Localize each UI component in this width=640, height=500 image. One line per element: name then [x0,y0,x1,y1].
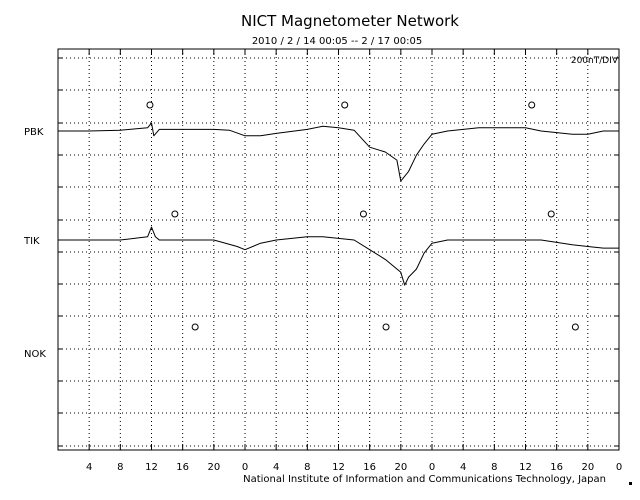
x-tick-label: 16 [363,462,376,473]
x-tick-label: 0 [429,462,435,473]
scale-label: 200nT/DIV [571,56,619,66]
x-tick-label: 20 [394,462,407,473]
station-label-pbk: PBK [24,127,44,138]
x-tick-label: 4 [273,462,279,473]
grid [58,49,619,450]
chart-title: NICT Magnetometer Network [241,12,459,30]
noon-marker [341,101,349,109]
x-tick-labels: 4 8 12 16 20 0 4 8 12 16 20 0 4 8 12 16 20 0 [86,462,622,473]
x-tick-label: 20 [581,462,594,473]
x-tick-label: 8 [304,462,310,473]
x-tick-label: 12 [145,462,158,473]
x-tick-label: 12 [519,462,532,473]
x-tick-label: 16 [176,462,189,473]
station-label-tik: TIK [23,236,40,247]
chart-subtitle: 2010 / 2 / 14 00:05 -- 2 / 17 00:05 [252,36,422,47]
series-line-tik [58,226,619,286]
noon-marker [382,323,390,331]
noon-marker [191,323,199,331]
x-tick-label: 0 [242,462,248,473]
noon-marker [528,101,536,109]
series-lines [58,122,619,286]
footer-credit: National Institute of Information and Co… [243,474,606,485]
x-tick-label: 4 [460,462,466,473]
noon-marker [146,101,154,109]
noon-markers [146,101,579,331]
x-tick-label: 0 [616,462,622,473]
noon-marker [359,210,367,218]
x-tick-label: 20 [207,462,220,473]
station-label-nok: NOK [24,349,46,360]
axis-ticks [58,49,620,450]
x-tick-label: 4 [86,462,92,473]
noon-marker [547,210,555,218]
x-tick-label: 8 [491,462,497,473]
series-line-pbk [58,122,619,182]
footer-mark [629,482,632,485]
x-tick-label: 12 [332,462,345,473]
x-tick-label: 16 [550,462,563,473]
noon-marker [171,210,179,218]
noon-marker [571,323,579,331]
x-tick-label: 8 [117,462,123,473]
station-labels: PBK TIK NOK [23,127,46,360]
